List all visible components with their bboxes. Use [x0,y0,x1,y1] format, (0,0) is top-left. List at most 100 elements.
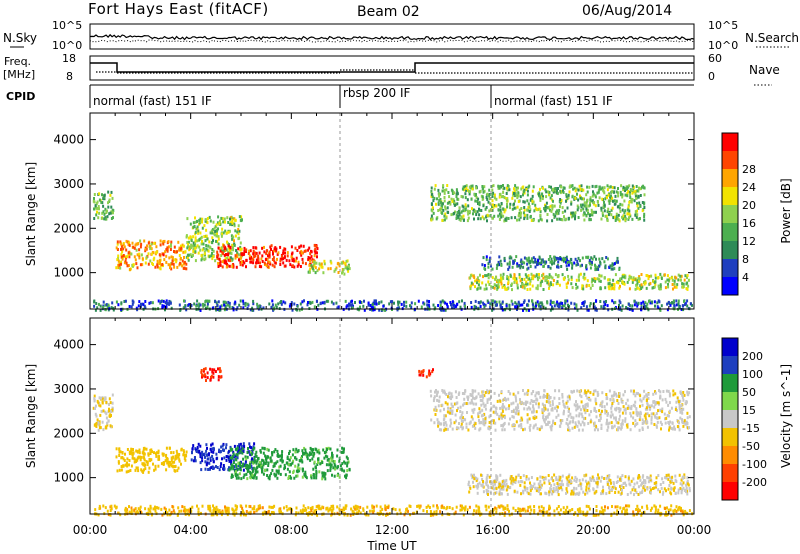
velocity-echo-cell [603,405,606,409]
velocity-echo-cell [652,412,655,416]
power-echo-cell [184,304,187,308]
power-echo-cell [183,299,185,303]
velocity-echo-cell [620,397,623,401]
power-echo-cell [198,245,201,249]
velocity-echo-cell [232,459,235,463]
power-echo-cell [627,205,630,209]
power-echo-cell [537,208,539,212]
velocity-echo-cell [301,469,304,473]
velocity-echo-cell [601,400,604,404]
power-echo-cell [455,195,458,198]
power-echo-cell [279,263,282,266]
noise-panel-frame [89,23,695,50]
velocity-echo-cell [671,427,674,431]
velocity-echo-cell [178,453,181,456]
power-echo-cell [608,287,611,291]
power-echo-cell [607,285,610,289]
velocity-echo-cell [555,405,558,409]
power-echo-cell [624,276,627,280]
power-echo-cell [347,269,350,273]
velocity-echo-cell [545,417,547,421]
power-echo-cell [120,262,122,266]
velocity-echo-cell [249,471,252,475]
power-echo-cell [588,284,591,287]
velocity-echo-cell [209,447,212,451]
velocity-echo-cell [341,468,344,472]
power-echo-cell [277,251,280,255]
power-echo-cell [523,208,526,212]
velocity-echo-cell [295,474,298,478]
power-echo-cell [190,255,193,258]
velocity-echo-cell [582,404,585,408]
velocity-echo-cell [212,446,215,450]
velocity-echo-cell [642,397,645,401]
power-echo-cell [296,249,299,252]
power-echo-cell [120,247,122,251]
velocity-echo-cell [599,416,602,420]
velocity-echo-cell [484,403,487,407]
velocity-echo-cell [339,464,342,468]
velocity-echo-cell [449,418,452,422]
velocity-echo-cell [625,402,628,406]
power-echo-cell [526,216,529,220]
velocity-echo-cell [241,464,244,468]
velocity-echo-cell [211,447,214,451]
velocity-echo-cell [546,415,549,419]
velocity-echo-cell [521,418,524,422]
velocity-echo-cell [249,461,251,465]
velocity-echo-cell [528,417,531,421]
velocity-echo-cell [433,397,436,400]
velocity-echo-cell [610,394,613,398]
velocity-echo-cell [679,487,682,490]
velocity-echo-cell [682,391,685,394]
power-echo-cell [636,304,639,308]
power-echo-cell [683,278,686,282]
power-echo-cell [291,259,294,262]
power-echo-cell [282,249,285,253]
velocity-echo-cell [212,460,215,464]
power-echo-cell [156,265,159,269]
power-echo-cell [614,215,616,219]
power-echo-cell [252,299,255,303]
power-echo-cell [546,275,549,279]
power-echo-cell [438,193,441,197]
power-echo-cell [229,248,232,252]
power-echo-cell [496,303,498,307]
power-echo-cell [652,280,655,283]
power-echo-cell [530,219,533,222]
power-echo-cell [618,206,621,210]
power-echo-cell [552,188,554,192]
power-echo-cell [479,286,482,290]
power-echo-cell [374,299,377,303]
power-echo-cell [430,214,433,218]
velocity-echo-cell [331,453,334,457]
velocity-echo-cell [263,461,266,465]
velocity-echo-cell [546,422,549,426]
velocity-echo-cell [450,421,453,425]
velocity-echo-cell [478,428,481,432]
power-echo-cell [453,211,455,215]
power-echo-cell [495,300,498,304]
velocity-echo-cell [347,460,350,464]
velocity-echo-cell [165,459,168,463]
velocity-echo-cell [230,459,233,463]
power-echo-cell [206,221,209,225]
power-echo-cell [313,261,316,265]
power-echo-cell [166,249,169,253]
power-echo-cell [314,271,317,275]
power-echo-cell [128,305,131,308]
power-echo-cell [255,261,258,265]
power-echo-cell [529,215,532,219]
power-echo-cell [579,196,582,200]
power-echo-cell [192,247,195,251]
power-echo-cell [335,301,338,305]
power-echo-cell [252,261,255,265]
power-echo-cell [276,257,278,261]
power-echo-cell [352,304,354,308]
power-echo-cell [219,247,222,251]
power-echo-cell [497,283,500,287]
power-echo-cell [621,195,624,199]
power-echo-cell [497,214,500,218]
velocity-echo-cell [558,402,561,405]
power-echo-cell [516,218,518,222]
